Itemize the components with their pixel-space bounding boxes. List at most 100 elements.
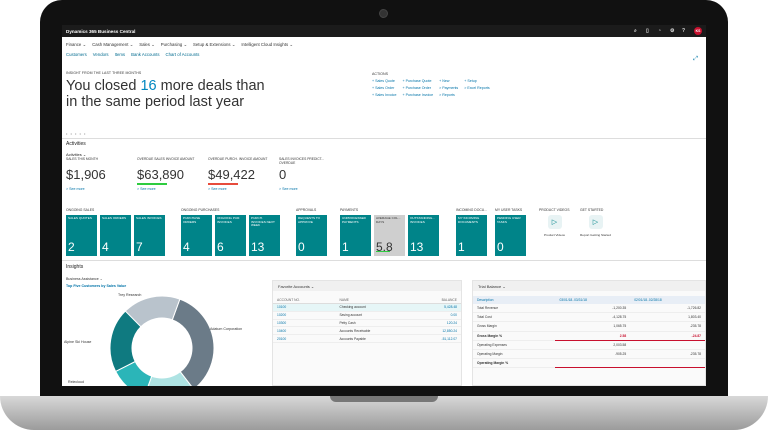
expand-icon[interactable]: ⤢ [693,56,698,62]
account-balance[interactable]: 5,428.48 [413,303,461,312]
trial-balance-header[interactable]: Trial Balance ⌄ [473,281,705,291]
activity-tile[interactable]: OVERDUE PURCH. INVOICE AMOUNT $49,422 > Se… [208,157,270,191]
action-link[interactable]: > Payments [439,86,459,90]
carousel-dots[interactable]: • • • • • [66,131,87,136]
action-link[interactable]: + Sales Order [372,86,395,90]
table-row[interactable]: Total Cost -4,128.75 1,803.40 [473,312,705,323]
see-more-link[interactable]: > See more [66,186,85,191]
gear-icon[interactable]: ⚙ [670,27,675,34]
nav-link[interactable]: Customers [66,52,87,57]
table-row[interactable]: 10100 Checking account 5,428.48 [273,303,461,312]
cue-tile[interactable]: OUTSTANDING... INVOICES 13 [408,215,439,256]
period-value[interactable] [630,340,705,350]
favorite-accounts-header[interactable]: Favorite Accounts ⌄ [273,281,461,291]
period-value[interactable]: 1,065.75 [555,321,631,332]
headline-text[interactable]: You closed 16 more deals than in the sam… [66,78,396,110]
account-balance[interactable]: 120.24 [413,319,461,328]
account-no[interactable]: 10100 [273,303,336,312]
cue-tile[interactable]: AVERAGE COL... DAYS 5.8 [374,215,405,256]
period-value[interactable]: 2,003.58 [555,340,631,350]
column-header[interactable]: 02/01/18..02/28/18 [630,296,705,304]
see-more-link[interactable]: > See more [208,186,227,191]
action-link[interactable]: + Purchase Order [402,86,431,90]
action-link[interactable]: > Reports [439,93,455,97]
column-header[interactable]: Description [473,296,556,304]
cue-tile[interactable]: PURCHASE ORDERS 4 [181,215,212,256]
cue-tile[interactable]: SALES INVOICES 7 [134,215,165,256]
account-no[interactable]: 10300 [273,319,336,328]
account-no[interactable]: 10400 [273,326,336,336]
column-header[interactable]: 03/01/18..03/31/18 [555,296,631,304]
cue-tile[interactable]: PENDING USER TASKS 0 [495,215,526,256]
nav-link[interactable]: Chart of Accounts [165,52,200,57]
period-value[interactable]: -235.78 [630,321,705,332]
action-link[interactable]: + Sales Quote [372,79,395,83]
period-value[interactable]: 2.58 [555,331,631,341]
nav-item[interactable]: Intelligent Cloud Insights ⌄ [241,42,293,47]
action-link[interactable]: + Purchase Quote [402,79,432,83]
table-row[interactable]: 20100 Accounts Payable -51,112.07 [273,334,461,343]
avatar[interactable]: KS [694,27,702,35]
cue-tile[interactable]: PURCH. INVOICES NEXT WEEK 13 [249,215,280,256]
account-balance[interactable]: -51,112.07 [413,334,461,343]
period-value[interactable]: -905.25 [555,349,631,360]
cue-tile[interactable]: REQUESTS TO APPROVE 0 [296,215,327,256]
donut-slice[interactable] [124,295,181,328]
period-value[interactable]: -1,200.35 [555,304,631,314]
donut-slice[interactable] [144,371,194,386]
cue-tile[interactable]: MY INCOMING DOCUMENTS 1 [456,215,487,256]
account-no[interactable]: 10200 [273,311,336,320]
activity-tile[interactable]: SALES THIS MONTH $1,906 > See more [66,157,128,191]
period-value[interactable]: 1,803.40 [630,312,705,323]
video-tile[interactable]: ▷ Report Getting Started [580,215,611,237]
see-more-link[interactable]: > See more [279,186,298,191]
cue-tile[interactable]: SALES QUOTES 2 [66,215,97,256]
column-header[interactable]: NAME [335,296,414,304]
period-value[interactable] [630,358,705,369]
action-link[interactable]: > Excel Reports [464,86,490,90]
bell-icon[interactable]: ◔ [658,27,662,34]
cue-tile[interactable]: ONGOING PUR. INVOICES 6 [215,215,246,256]
activities-subtitle[interactable]: Activities ⌄ [66,152,86,157]
notification-icon[interactable]: ▯ [646,27,649,34]
nav-link[interactable]: Bank Accounts [131,52,160,57]
action-link[interactable]: + New [439,79,450,83]
action-link[interactable]: + Purchase Invoice [402,93,434,97]
video-tile[interactable]: ▷ Product Videos [539,215,570,237]
cue-tile[interactable]: UNPROCESSED PAYMENTS 1 [340,215,371,256]
action-link[interactable]: + Sales Invoice [372,93,397,97]
table-row[interactable]: Gross Margin % 2.58 -24.87 [473,331,705,341]
nav-item[interactable]: Sales ⌄ [139,42,155,47]
help-icon[interactable]: ? [682,27,686,34]
period-value[interactable]: -4,128.75 [555,312,631,323]
table-row[interactable]: 10300 Petty Cash 120.24 [273,319,461,328]
table-row[interactable]: Operating Margin % [473,358,705,369]
period-value[interactable] [555,358,631,369]
column-header[interactable]: ACCOUNT NO. [273,296,336,304]
period-value[interactable]: -235.78 [630,349,705,360]
donut-slice[interactable] [171,298,215,386]
table-row[interactable]: Total Revenue -1,200.35 -1,726.82 [473,304,705,314]
donut-chart[interactable]: Adatum Corporation Trey Research Alpine Sk… [64,286,264,386]
column-header[interactable]: BALANCE [413,296,461,304]
account-balance[interactable]: 0.00 [413,311,461,320]
activity-tile[interactable]: SALES INVOICES PREDICT... OVERDUE 0 > See … [279,157,341,191]
table-row[interactable]: Operating Expenses 2,003.58 [473,340,705,350]
account-no[interactable]: 20100 [273,334,336,343]
period-value[interactable]: -24.87 [630,331,705,341]
table-row[interactable]: 10200 Saving account 0.00 [273,311,461,320]
search-icon[interactable]: ⌕ [634,27,637,34]
table-row[interactable]: Operating Margin -905.25 -235.78 [473,349,705,360]
nav-item[interactable]: Cash Management ⌄ [92,42,134,47]
table-row[interactable]: 10400 Accounts Receivable 12,850.24 [273,326,461,336]
nav-link[interactable]: Vendors [92,52,109,57]
nav-item[interactable]: Purchasing ⌄ [160,42,188,47]
nav-link[interactable]: Items [114,52,126,57]
nav-item[interactable]: Setup & Extensions ⌄ [193,42,236,47]
activity-tile[interactable]: OVERDUE SALES INVOICE AMOUNT $63,890 > See… [137,157,199,191]
see-more-link[interactable]: > See more [137,186,156,191]
business-assistance-caption[interactable]: Business Assistance ⌄ [66,277,103,281]
period-value[interactable]: -1,726.82 [630,304,705,314]
nav-item[interactable]: Finance ⌄ [66,42,87,47]
account-balance[interactable]: 12,850.24 [413,326,461,336]
